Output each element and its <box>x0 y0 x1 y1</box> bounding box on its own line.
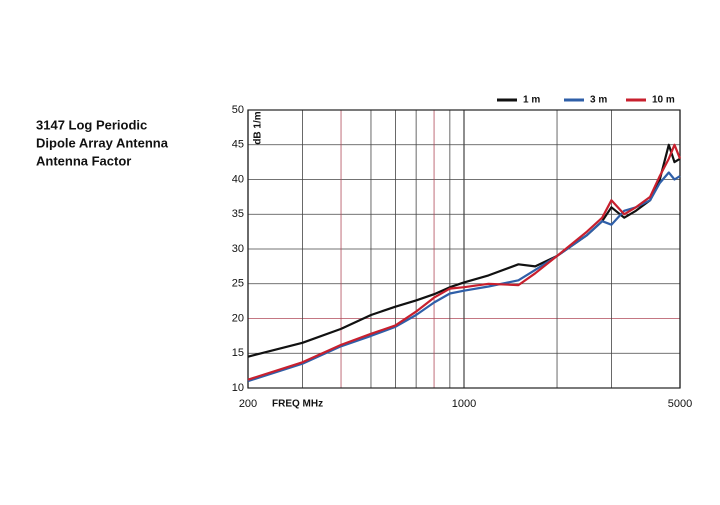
y-tick-label: 10 <box>232 382 244 394</box>
y-tick-label: 50 <box>232 104 244 116</box>
y-tick-label: 35 <box>232 208 244 220</box>
legend-label: 1 m <box>523 95 540 106</box>
data-line <box>247 143 682 381</box>
data-line <box>247 171 681 383</box>
legend-label: 10 m <box>652 95 675 106</box>
x-axis-label: FREQ MHz <box>272 399 323 410</box>
y-tick-label: 15 <box>232 347 244 359</box>
x-tick-label: 1000 <box>452 398 476 410</box>
y-tick-label: 40 <box>232 173 244 185</box>
y-axis-label: dB 1/m <box>253 111 264 144</box>
chart-title-line: Dipole Array Antenna <box>36 135 169 150</box>
y-tick-label: 25 <box>232 278 244 290</box>
chart-title-line: Antenna Factor <box>36 153 131 168</box>
chart-title-line: 3147 Log Periodic <box>36 117 147 132</box>
y-tick-label: 45 <box>232 139 244 151</box>
x-tick-label: 5000 <box>668 398 692 410</box>
plot-frame <box>247 109 681 389</box>
x-tick-label: 200 <box>239 398 257 410</box>
legend-label: 3 m <box>590 95 607 106</box>
y-tick-label: 30 <box>232 243 244 255</box>
y-tick-label: 20 <box>232 312 244 324</box>
